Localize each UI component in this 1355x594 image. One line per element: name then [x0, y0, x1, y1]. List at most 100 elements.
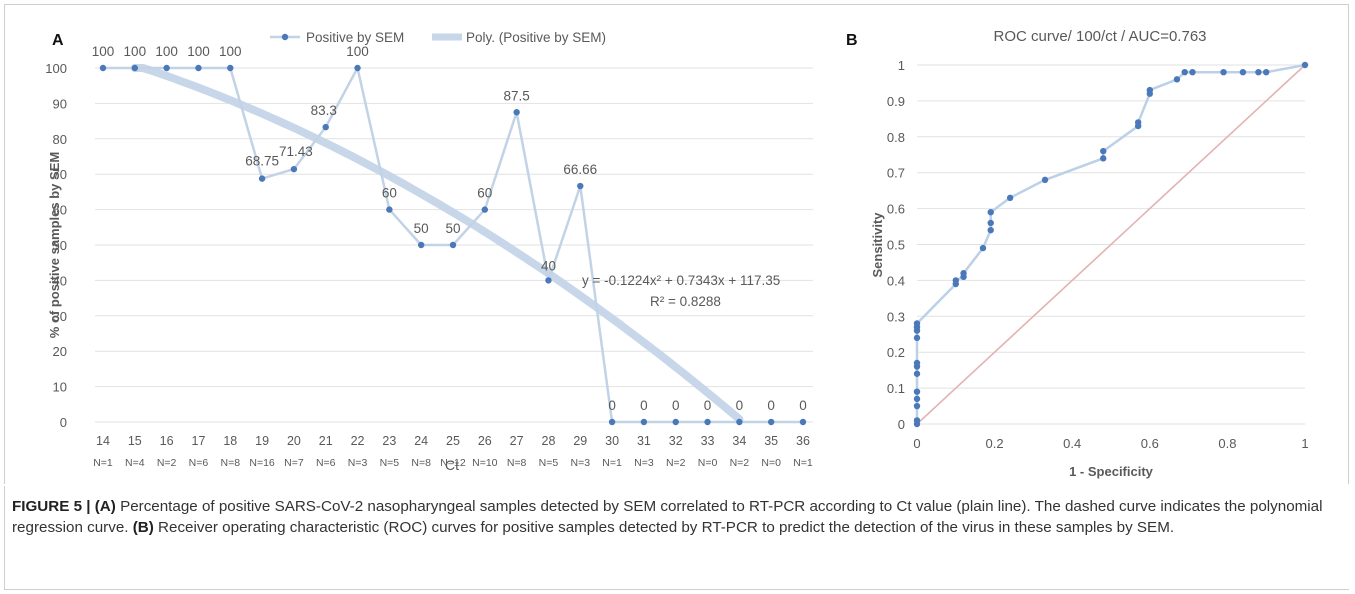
a-n-label: N=3: [634, 457, 654, 469]
a-data-point: [354, 64, 361, 72]
a-n-label: N=6: [189, 457, 209, 469]
b-roc-point: [913, 417, 921, 424]
b-reference-line: [916, 64, 1306, 425]
a-data-label: 60: [382, 186, 397, 201]
a-data-point: [227, 64, 234, 72]
b-y-tick-label: 0.8: [887, 130, 905, 145]
a-data-label: 100: [187, 44, 210, 59]
b-roc-point: [1220, 68, 1227, 76]
panel-letter-a: A: [52, 32, 64, 49]
a-data-label: 100: [92, 44, 115, 59]
a-x-tick-label: 27: [510, 434, 524, 448]
a-data-label: 66.66: [563, 162, 597, 177]
a-data-label: 60: [477, 186, 492, 201]
a-x-tick-label: 17: [192, 434, 206, 448]
b-roc-point: [1239, 68, 1247, 76]
a-y-tick-label: 90: [53, 96, 67, 111]
a-n-label: N=2: [666, 457, 686, 469]
b-roc-point: [1041, 176, 1049, 184]
a-data-point: [608, 418, 616, 426]
a-data-point: [195, 64, 202, 72]
a-data-point: [799, 418, 807, 426]
a-x-tick-label: 20: [287, 434, 301, 448]
a-trend-equation: y = -0.1224x² + 0.7343x + 117.35: [582, 273, 780, 288]
b-roc-point: [1263, 68, 1270, 76]
a-y-tick-label: 0: [60, 415, 67, 430]
a-data-label: 0: [640, 398, 648, 413]
a-data-point: [513, 109, 520, 116]
b-y-tick-label: 0.5: [887, 238, 905, 253]
a-data-label: 100: [346, 44, 369, 59]
b-x-tick-label: 0: [913, 436, 920, 451]
b-y-tick-label: 0.1: [887, 381, 905, 396]
a-data-label: 0: [704, 398, 712, 413]
a-x-tick-label: 36: [796, 434, 810, 448]
a-data-label: 68.75: [245, 154, 279, 169]
b-roc-point: [913, 320, 921, 327]
a-data-point: [640, 418, 648, 426]
a-x-tick-label: 30: [605, 434, 619, 448]
b-y-tick-label: 0.9: [887, 94, 905, 109]
a-x-tick-label: 28: [542, 434, 556, 448]
b-x-tick-label: 0.2: [986, 436, 1004, 451]
a-x-tick-label: 22: [351, 434, 365, 448]
b-roc-point: [960, 270, 967, 277]
a-data-point: [481, 206, 489, 213]
a-x-tick-label: 18: [223, 434, 237, 448]
a-n-label: N=7: [284, 457, 304, 469]
a-data-label: 0: [736, 398, 744, 413]
a-n-label: N=8: [220, 457, 240, 469]
a-data-label: 40: [541, 258, 556, 273]
b-x-tick-label: 0.8: [1218, 436, 1236, 451]
a-n-label: N=16: [249, 457, 275, 469]
b-roc-point: [1134, 119, 1142, 126]
a-data-point: [322, 123, 329, 131]
caption-b-tag: (B): [132, 519, 154, 536]
a-y-tick-label: 20: [53, 344, 67, 359]
caption-b-text: Receiver operating characteristic (ROC) …: [153, 519, 1175, 536]
a-y-tick-label: 30: [53, 309, 67, 324]
a-data-label: 100: [219, 44, 242, 59]
panel-letter-b: B: [846, 32, 858, 49]
a-y-tick-label: 80: [53, 132, 67, 147]
a-n-label: N=2: [157, 457, 177, 469]
a-n-label: N=0: [761, 457, 781, 469]
a-y-axis-label: % of positive samples by SEM: [47, 152, 62, 338]
b-roc-point: [913, 388, 921, 395]
a-n-label: N=8: [411, 457, 431, 469]
b-x-tick-label: 0.4: [1063, 436, 1081, 451]
a-n-label: N=3: [348, 457, 368, 469]
a-x-tick-label: 24: [414, 434, 428, 448]
a-n-label: N=6: [316, 457, 336, 469]
a-data-point: [290, 165, 298, 173]
a-data-label: 50: [414, 221, 429, 236]
a-n-label: N=1: [602, 457, 622, 469]
b-roc-point: [952, 277, 959, 284]
a-legend-trend-label: Poly. (Positive by SEM): [466, 30, 606, 45]
a-data-point: [258, 175, 266, 182]
b-roc-point: [1181, 68, 1188, 76]
a-x-tick-label: 29: [573, 434, 587, 448]
a-data-point: [672, 418, 679, 426]
a-n-label: N=12: [440, 457, 466, 469]
a-n-label: N=1: [93, 457, 113, 469]
b-roc-point: [979, 244, 987, 252]
b-roc-point: [913, 370, 921, 377]
figure-caption: FIGURE 5 | (A) Percentage of positive SA…: [12, 496, 1342, 538]
a-data-point: [386, 206, 393, 213]
a-data-label: 0: [608, 398, 616, 413]
a-x-tick-label: 23: [382, 434, 396, 448]
a-data-point: [736, 418, 743, 426]
b-y-tick-label: 0.4: [887, 273, 905, 288]
a-trendline: [130, 64, 744, 424]
b-x-tick-label: 0.6: [1141, 436, 1159, 451]
a-data-label: 100: [124, 44, 147, 59]
b-roc-point: [1173, 76, 1181, 83]
b-roc-point: [913, 402, 921, 410]
caption-a-text: Percentage of positive SARS-CoV-2 nasoph…: [12, 498, 1323, 536]
a-y-tick-label: 70: [53, 167, 67, 182]
caption-label: FIGURE 5 |: [12, 498, 91, 515]
a-data-label: 0: [799, 398, 807, 413]
b-x-tick-label: 1: [1301, 436, 1308, 451]
a-data-point: [577, 182, 584, 190]
